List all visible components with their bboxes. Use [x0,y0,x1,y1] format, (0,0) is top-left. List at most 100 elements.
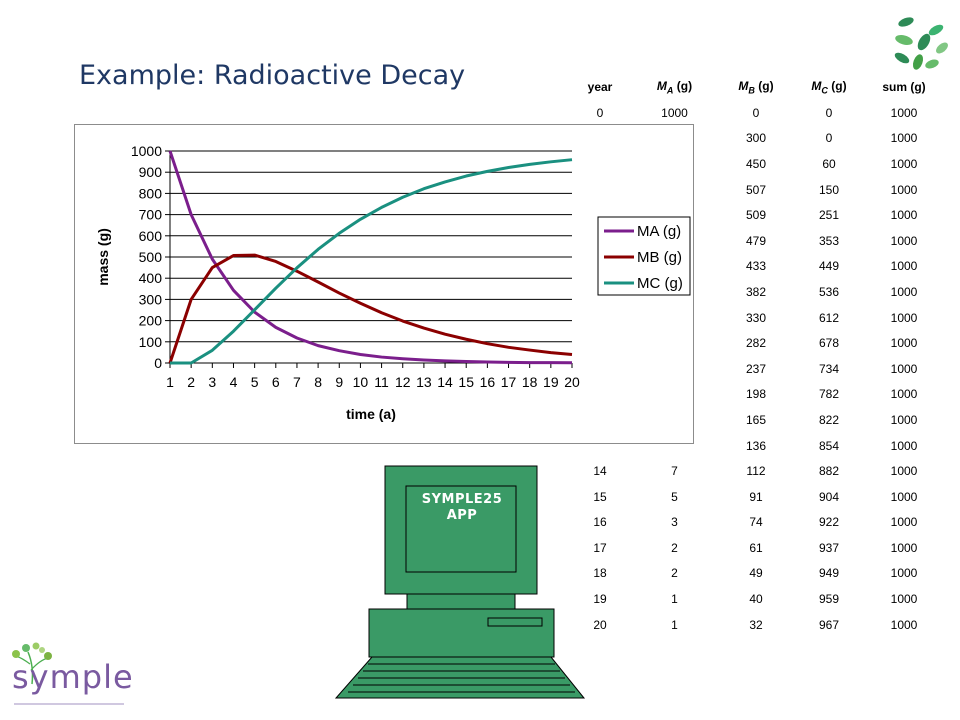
x-tick-label: 1 [166,374,174,390]
y-tick-label: 300 [139,291,163,307]
leaf-logo-icon [894,17,948,70]
table-cell: 32 [749,617,763,632]
x-tick-label: 18 [522,374,538,390]
table-cell: 904 [818,489,840,504]
data-table: year MA (g) MB (g) MC (g) sum (g) 0 1000 0 0 100… [566,74,947,637]
table-row: 19 1 40 959 1000 [566,586,947,612]
x-tick-label: 19 [543,374,559,390]
x-tick-label: 15 [458,374,474,390]
y-tick-label: 600 [139,228,163,244]
table-row: 15 5 91 904 1000 [566,484,947,510]
table-cell: 3 [671,515,678,530]
table-cell: 937 [818,540,840,555]
x-tick-label: 8 [314,374,322,390]
table-cell: 1000 [890,131,918,146]
x-tick-label: 17 [501,374,517,390]
table-cell: 1000 [890,540,918,555]
table-cell: 1000 [890,105,918,120]
table-cell: 1000 [890,592,918,607]
table-cell: 5 [671,489,678,504]
table-header-cell: sum (g) [882,80,926,94]
table-cell: 536 [818,284,840,299]
table-row: 16 3 74 922 1000 [566,510,947,536]
table-row: 20 1 32 967 1000 [566,612,947,638]
table-cell: 1000 [890,438,918,453]
table-cell: 1000 [890,156,918,171]
symple-logo-text: symple [12,658,134,696]
table-header-cell: MC (g) [811,78,847,96]
table-row: 433 449 1000 [566,254,947,280]
table-cell: 507 [745,182,767,197]
table-cell: 1000 [890,233,918,248]
table-cell: 251 [818,208,840,223]
table-cell: 237 [745,361,767,376]
table-cell: 1000 [890,617,918,632]
computer-case [368,608,555,658]
table-cell: 1000 [890,182,918,197]
table-cell: 16 [593,515,607,530]
x-tick-label: 2 [187,374,195,390]
table-cell: 382 [745,284,767,299]
table-cell: 330 [745,310,767,325]
y-tick-label: 100 [139,334,163,350]
table-cell: 734 [818,361,840,376]
x-tick-label: 10 [353,374,369,390]
table-cell: 0 [825,131,833,146]
table-cell: 433 [745,259,767,274]
series-line [168,253,573,364]
table-cell: 60 [822,156,836,171]
chart-area: 0 100 200 300 400 500 600 700 800 900 1000 1 2 3 4 5 6 7 8… [74,124,694,444]
table-cell: 165 [745,412,767,427]
y-tick-label: 400 [139,270,163,286]
table-cell: 822 [818,412,840,427]
x-tick-label: 7 [293,374,301,390]
table-cell: 1000 [890,208,918,223]
table-cell: 150 [818,182,840,197]
table-row: 18 2 49 949 1000 [566,561,947,587]
y-tick-label: 800 [139,185,163,201]
table-cell: 1000 [890,489,918,504]
y-axis-label: mass (g) [95,228,111,286]
table-cell: 959 [818,592,840,607]
table-cell: 18 [593,566,607,581]
x-tick-label: 14 [437,374,453,390]
table-cell: 509 [745,208,767,223]
table-cell: 282 [745,336,767,351]
table-cell: 0 [752,105,760,120]
table-cell: 1000 [890,412,918,427]
table-cell: 198 [745,387,767,402]
table-cell: 1000 [890,464,918,479]
table-cell: 74 [749,515,763,530]
table-row: 330 612 1000 [566,305,947,331]
monitor-stand [406,593,516,611]
x-tick-label: 6 [272,374,280,390]
x-tick-label: 4 [230,374,238,390]
x-tick-label: 20 [564,374,580,390]
table-cell: 300 [745,131,767,146]
y-tick-label: 0 [154,355,162,371]
table-row: 300 0 1000 [566,126,947,152]
legend-label: MC (g) [637,275,683,292]
table-cell: 61 [749,540,763,555]
x-tick-label: 5 [251,374,259,390]
table-row: 479 353 1000 [566,228,947,254]
series-line [170,158,573,365]
x-tick-label: 16 [480,374,496,390]
table-cell: 17 [593,540,607,555]
table-cell: 882 [818,464,840,479]
table-cell: 450 [745,156,767,171]
table-cell: 0 [825,105,833,120]
table-row: 165 822 1000 [566,407,947,433]
legend-label: MA (g) [637,223,681,240]
table-cell: 40 [749,592,763,607]
table-cell: 20 [593,617,607,632]
x-axis-label: time (a) [346,406,396,422]
table-cell: 1000 [890,515,918,530]
computer-illustration [334,465,586,699]
computer-screen-label: SYMPLE25 APP [406,492,518,524]
table-body: 0 1000 0 0 1000 300 0 1000 450 60 1000 507 150 1000 50… [566,100,947,637]
table-cell: 1 [671,592,678,607]
x-tick-label: 9 [335,374,343,390]
table-row: 198 782 1000 [566,382,947,408]
